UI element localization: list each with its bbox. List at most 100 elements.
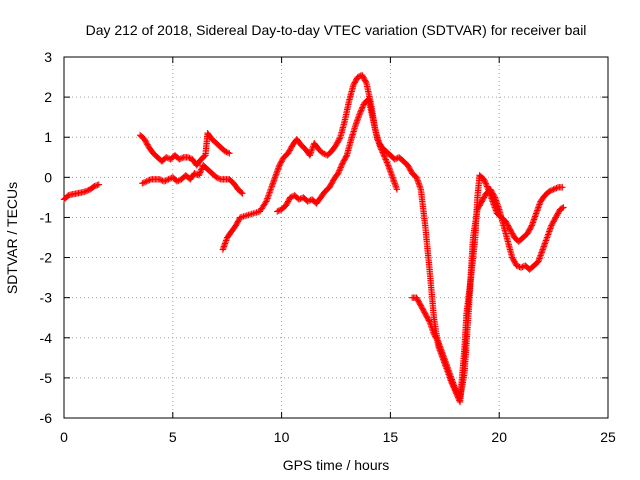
data-point [357, 107, 365, 114]
data-point [197, 167, 204, 175]
data-series [408, 186, 567, 402]
data-point [358, 105, 366, 113]
y-tick-label: 3 [44, 49, 52, 65]
data-point [239, 190, 246, 197]
data-point [434, 337, 441, 344]
x-tick-label: 0 [60, 429, 68, 445]
data-point [176, 156, 183, 163]
data-point [195, 172, 203, 179]
data-point [224, 149, 232, 156]
x-tick-label: 15 [383, 429, 399, 445]
data-point [517, 264, 525, 271]
data-point [382, 156, 389, 163]
data-point [165, 176, 172, 183]
data-point [262, 199, 269, 207]
data-point [173, 178, 181, 185]
plot-frame [63, 56, 609, 419]
data-point [175, 177, 182, 184]
data-point [337, 164, 344, 171]
data-series [219, 71, 401, 253]
data-point [216, 175, 223, 182]
data-point [480, 176, 488, 183]
data-point [548, 186, 556, 194]
data-point [198, 166, 205, 173]
data-point [381, 154, 389, 162]
data-point [157, 176, 165, 184]
data-point [139, 180, 146, 187]
data-point [354, 73, 361, 81]
data-point [336, 135, 343, 142]
x-tick-label: 5 [169, 429, 177, 445]
data-point [383, 157, 390, 165]
data-point [196, 169, 204, 176]
data-point [482, 179, 489, 186]
data-point [359, 102, 367, 110]
data-point [146, 176, 153, 184]
y-tick-label: 0 [44, 169, 52, 185]
data-point [336, 165, 344, 173]
data-point [384, 160, 391, 168]
data-point [393, 186, 401, 193]
y-tick-label: 1 [44, 129, 52, 145]
x-tick-label: 25 [600, 429, 616, 445]
data-point [201, 153, 208, 160]
data-point [82, 188, 89, 195]
x-tick-label: 10 [274, 429, 290, 445]
data-series [139, 162, 246, 197]
data-point [191, 170, 198, 177]
data-point [295, 196, 303, 203]
data-point [156, 176, 163, 183]
data-point [95, 181, 103, 188]
y-tick-label: -6 [40, 410, 53, 426]
data-point [551, 185, 559, 192]
data-point [179, 154, 186, 162]
y-tick-label: -4 [40, 330, 53, 346]
data-point [338, 162, 345, 170]
data-point [527, 223, 535, 231]
data-point [383, 159, 391, 166]
data-point [223, 148, 230, 156]
data-point [546, 188, 553, 195]
data-point [336, 167, 343, 174]
data-point [163, 154, 170, 161]
data-point [163, 176, 171, 184]
data-point [221, 148, 229, 155]
data-point [177, 155, 184, 162]
data-point [483, 183, 491, 190]
chart-title: Day 212 of 2018, Sidereal Day-to-day VTE… [86, 22, 587, 38]
x-axis-label: GPS time / hours [283, 457, 390, 473]
data-point [319, 150, 327, 157]
data-point [342, 153, 350, 160]
data-point [362, 78, 369, 85]
data-point [226, 150, 233, 157]
data-point [547, 187, 554, 194]
y-axis-label: SDTVAR / TECUs [4, 182, 20, 294]
data-point [160, 178, 168, 185]
data-point [334, 170, 342, 177]
data-series [60, 181, 103, 203]
data-point [287, 194, 294, 201]
data-point [238, 189, 245, 196]
data-point [550, 186, 557, 193]
data-point [482, 180, 490, 187]
data-point [140, 179, 147, 186]
data-point [213, 174, 220, 181]
data-point [142, 178, 149, 186]
data-point [144, 177, 152, 184]
data-point [304, 198, 311, 205]
y-tick-label: -5 [40, 370, 53, 386]
data-point [274, 208, 281, 215]
data-point [359, 104, 366, 111]
y-tick-label: -1 [40, 209, 53, 225]
data-point [357, 108, 364, 115]
data-point [391, 156, 398, 163]
data-point [490, 192, 498, 200]
data-series [136, 130, 233, 169]
data-point [196, 170, 203, 178]
data-point [338, 161, 346, 168]
y-tick-label: -2 [40, 250, 53, 266]
data-point [559, 204, 566, 212]
data-point [143, 178, 150, 185]
data-point [559, 184, 566, 191]
